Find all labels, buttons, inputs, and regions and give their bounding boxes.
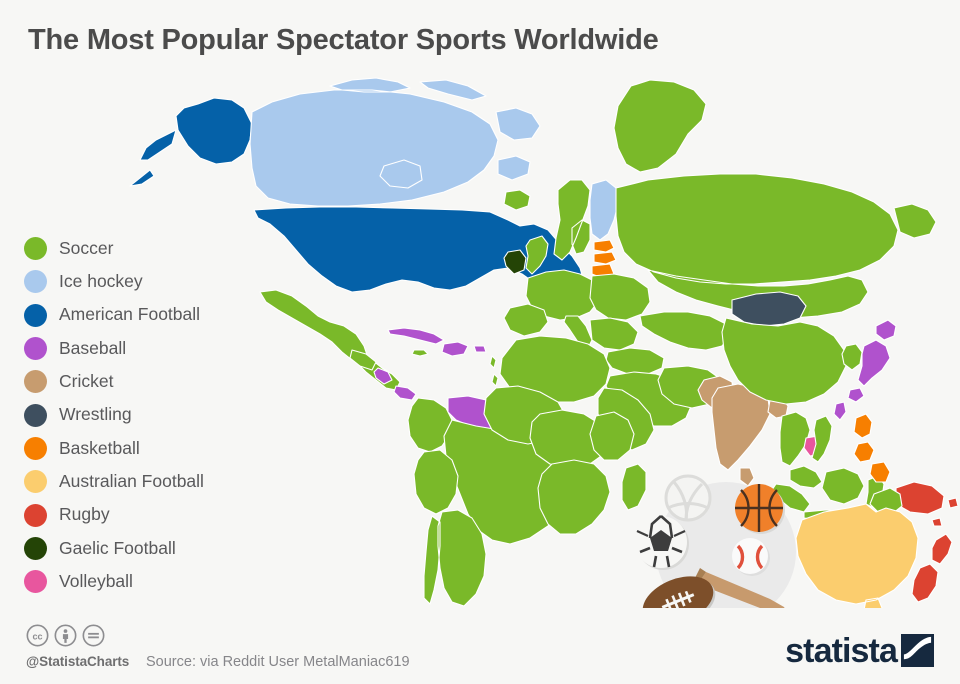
legend-swatch-ice-hockey <box>24 270 47 294</box>
legend-label-volleyball: Volleyball <box>59 570 133 591</box>
legend-label-australian-football: Australian Football <box>59 470 204 491</box>
legend-swatch-australian-football <box>24 470 47 494</box>
legend-swatch-volleyball <box>24 570 47 594</box>
legend-swatch-soccer <box>24 237 47 261</box>
legend-label-wrestling: Wrestling <box>59 404 132 425</box>
legend-label-ice-hockey: Ice hockey <box>59 271 143 292</box>
region-east-africa[interactable] <box>589 411 635 461</box>
region-russia[interactable] <box>615 173 937 319</box>
legend-swatch-basketball <box>24 436 47 460</box>
statista-logo[interactable]: statista <box>785 634 934 668</box>
region-southern-africa[interactable] <box>537 459 611 535</box>
legend-swatch-wrestling <box>24 403 47 427</box>
region-panama[interactable] <box>393 385 417 401</box>
legend-swatch-baseball <box>24 337 47 361</box>
region-fiji[interactable] <box>931 497 959 527</box>
cc-icon: cc <box>26 624 49 647</box>
region-puerto-rico[interactable] <box>473 345 487 353</box>
legend-label-american-football: American Football <box>59 304 201 325</box>
region-vietnam[interactable] <box>811 415 833 463</box>
legend-swatch-cricket <box>24 370 47 394</box>
region-madagascar[interactable] <box>621 463 647 511</box>
legend-swatch-rugby <box>24 503 47 527</box>
region-north-africa[interactable] <box>499 335 611 403</box>
region-central-asia[interactable] <box>639 311 731 351</box>
region-japan[interactable] <box>847 319 897 403</box>
region-greenland[interactable] <box>613 79 707 173</box>
region-china[interactable] <box>721 317 847 405</box>
region-chile-argentina[interactable] <box>423 509 487 607</box>
legend-label-soccer: Soccer <box>59 237 114 258</box>
legend-label-basketball: Basketball <box>59 437 140 458</box>
cc-nd-icon <box>82 624 105 647</box>
legend-item-volleyball[interactable]: Volleyball <box>24 565 254 598</box>
region-turkey-caucasus[interactable] <box>605 347 665 375</box>
legend-swatch-gaelic-football <box>24 536 47 560</box>
legend-label-baseball: Baseball <box>59 337 127 358</box>
source-text: Source: via Reddit User MetalManiac619 <box>146 654 410 670</box>
legend-item-cricket[interactable]: Cricket <box>24 365 254 398</box>
world-map[interactable] <box>0 68 960 608</box>
region-norway-sweden[interactable] <box>553 179 591 261</box>
statista-logo-mark <box>901 634 934 667</box>
region-west-papua[interactable] <box>869 487 903 515</box>
volleyball-icon <box>664 474 712 522</box>
region-myanmar-thailand[interactable] <box>779 411 811 467</box>
legend-label-cricket: Cricket <box>59 371 114 392</box>
region-korea[interactable] <box>841 343 863 371</box>
legend-item-american-football[interactable]: American Football <box>24 299 254 332</box>
region-cuba[interactable] <box>387 327 445 345</box>
footer: cc @StatistaCharts Source: via Reddit Us… <box>0 608 960 684</box>
statista-wordmark: statista <box>785 632 898 670</box>
region-iberia[interactable] <box>503 303 549 337</box>
legend-item-wrestling[interactable]: Wrestling <box>24 398 254 431</box>
legend-item-ice-hockey[interactable]: Ice hockey <box>24 265 254 298</box>
region-sri-lanka[interactable] <box>739 467 755 487</box>
region-alaska[interactable] <box>129 97 253 187</box>
region-philippines[interactable] <box>853 413 891 483</box>
legend-item-basketball[interactable]: Basketball <box>24 432 254 465</box>
region-jamaica[interactable] <box>411 349 429 357</box>
region-finland[interactable] <box>589 179 619 241</box>
region-australia[interactable] <box>795 503 919 608</box>
region-ireland[interactable] <box>503 249 527 275</box>
legend-item-rugby[interactable]: Rugby <box>24 498 254 531</box>
legend-label-rugby: Rugby <box>59 504 110 525</box>
region-borneo[interactable] <box>821 467 865 505</box>
svg-text:cc: cc <box>32 631 42 641</box>
region-taiwan[interactable] <box>833 401 847 421</box>
statista-handle: @StatistaCharts <box>26 654 130 669</box>
region-balkans[interactable] <box>589 317 639 351</box>
cc-by-icon <box>54 624 77 647</box>
legend-label-gaelic-football: Gaelic Football <box>59 537 176 558</box>
legend-item-gaelic-football[interactable]: Gaelic Football <box>24 532 254 565</box>
region-iceland[interactable] <box>503 189 531 211</box>
creative-commons-icons: cc <box>26 624 105 647</box>
soccer-ball-icon <box>635 515 689 570</box>
sports-balls-illustration <box>628 468 818 628</box>
page-title: The Most Popular Spectator Sports Worldw… <box>28 24 659 56</box>
legend: Soccer Ice hockey American Football Base… <box>24 232 254 598</box>
region-nicaragua[interactable] <box>373 367 393 385</box>
region-united-kingdom[interactable] <box>525 235 549 275</box>
region-guatemala-honduras[interactable] <box>349 349 377 371</box>
legend-item-baseball[interactable]: Baseball <box>24 332 254 365</box>
region-hispaniola[interactable] <box>441 341 469 357</box>
region-colombia[interactable] <box>407 397 453 453</box>
region-mongolia[interactable] <box>731 291 807 327</box>
region-estonia[interactable] <box>593 239 615 253</box>
region-central-europe[interactable] <box>589 273 651 321</box>
region-peru-bolivia[interactable] <box>413 449 459 515</box>
region-latvia[interactable] <box>593 251 617 265</box>
region-canada[interactable] <box>249 77 541 207</box>
region-papua-new-guinea[interactable] <box>895 481 945 515</box>
baseball-icon <box>732 538 770 576</box>
region-new-zealand[interactable] <box>911 533 953 603</box>
basketball-icon <box>735 484 785 534</box>
legend-swatch-american-football <box>24 303 47 327</box>
legend-item-soccer[interactable]: Soccer <box>24 232 254 265</box>
legend-item-australian-football[interactable]: Australian Football <box>24 465 254 498</box>
